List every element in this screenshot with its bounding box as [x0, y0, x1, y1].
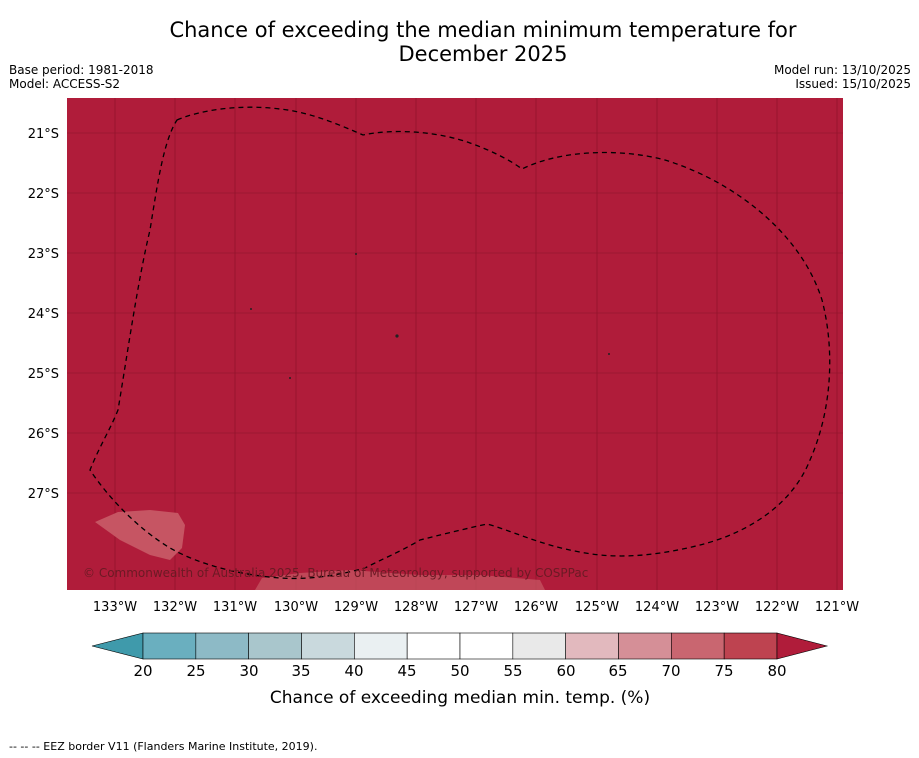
lat-label: 24°S [28, 307, 59, 322]
lat-label: 23°S [28, 247, 59, 262]
colorbar-segment [459, 632, 514, 660]
lon-label: 123°W [695, 600, 739, 615]
lon-label: 124°W [635, 600, 679, 615]
eez-border [89, 106, 831, 580]
colorbar-low-extend [91, 632, 144, 660]
lon-label: 131°W [213, 600, 257, 615]
colorbar-tick: 60 [556, 662, 575, 680]
colorbar-tick: 65 [608, 662, 627, 680]
meta-left: Base period: 1981-2018 Model: ACCESS-S2 [9, 63, 154, 91]
chart-title: Chance of exceeding the median minimum t… [0, 18, 919, 66]
lon-label: 121°W [815, 600, 859, 615]
colorbar-high-extend [776, 632, 829, 660]
light-patches [95, 510, 545, 590]
colorbar-segment [406, 632, 461, 660]
colorbar-segment [195, 632, 249, 660]
colorbar-tick: 80 [767, 662, 786, 680]
colorbar-tick: 50 [450, 662, 469, 680]
colorbar-label: Chance of exceeding median min. temp. (%… [270, 688, 650, 708]
colorbar-ticks: 20 25 30 35 40 45 50 55 60 65 70 75 80 [133, 662, 786, 680]
lat-label: 25°S [28, 367, 59, 382]
colorbar [91, 632, 829, 660]
colorbar-tick: 30 [239, 662, 258, 680]
colorbar-tick: 75 [714, 662, 733, 680]
lat-labels: 21°S 22°S 23°S 24°S 25°S 26°S 27°S [28, 127, 59, 502]
colorbar-tick: 35 [291, 662, 310, 680]
lon-label: 126°W [514, 600, 558, 615]
colorbar-tick: 70 [661, 662, 680, 680]
lon-labels: 133°W 132°W 131°W 130°W 129°W 128°W 127°… [93, 600, 859, 615]
colorbar-segment [565, 632, 619, 660]
title-line-2: December 2025 [398, 42, 568, 66]
graticule [67, 98, 843, 590]
copyright-text: © Commonwealth of Australia 2025, Bureau… [83, 566, 588, 580]
lon-label: 127°W [454, 600, 498, 615]
island-dots [250, 253, 610, 379]
meta-right: Model run: 13/10/2025 Issued: 15/10/2025 [774, 63, 911, 91]
colorbar-tick: 55 [503, 662, 522, 680]
lon-label: 129°W [334, 600, 378, 615]
colorbar-tick: 25 [186, 662, 205, 680]
colorbar-segment [671, 632, 725, 660]
colorbar-segment [723, 632, 778, 660]
lon-label: 128°W [394, 600, 438, 615]
lon-label: 130°W [274, 600, 318, 615]
colorbar-tick: 40 [344, 662, 363, 680]
lon-label: 125°W [575, 600, 619, 615]
map-svg: © Commonwealth of Australia 2025, Bureau… [28, 98, 859, 708]
colorbar-segment [142, 632, 197, 660]
lon-label: 122°W [755, 600, 799, 615]
colorbar-segment [354, 632, 408, 660]
footnote: -- -- -- EEZ border V11 (Flanders Marine… [9, 740, 318, 753]
title-line-1: Chance of exceeding the median minimum t… [169, 18, 797, 42]
lat-label: 26°S [28, 427, 59, 442]
lat-label: 27°S [28, 487, 59, 502]
colorbar-tick: 45 [397, 662, 416, 680]
lat-label: 21°S [28, 127, 59, 142]
colorbar-segment [618, 632, 672, 660]
lon-label: 132°W [153, 600, 197, 615]
map-background [67, 98, 843, 590]
colorbar-tick: 20 [133, 662, 152, 680]
base-period: Base period: 1981-2018 [9, 63, 154, 77]
colorbar-segment [512, 632, 566, 660]
colorbar-segment [248, 632, 302, 660]
model-run: Model run: 13/10/2025 [773, 63, 911, 77]
lat-label: 22°S [28, 187, 59, 202]
colorbar-segment [301, 632, 355, 660]
model-name: Model: ACCESS-S2 [9, 77, 121, 91]
lon-label: 133°W [93, 600, 137, 615]
issued-date: Issued: 15/10/2025 [795, 77, 911, 91]
